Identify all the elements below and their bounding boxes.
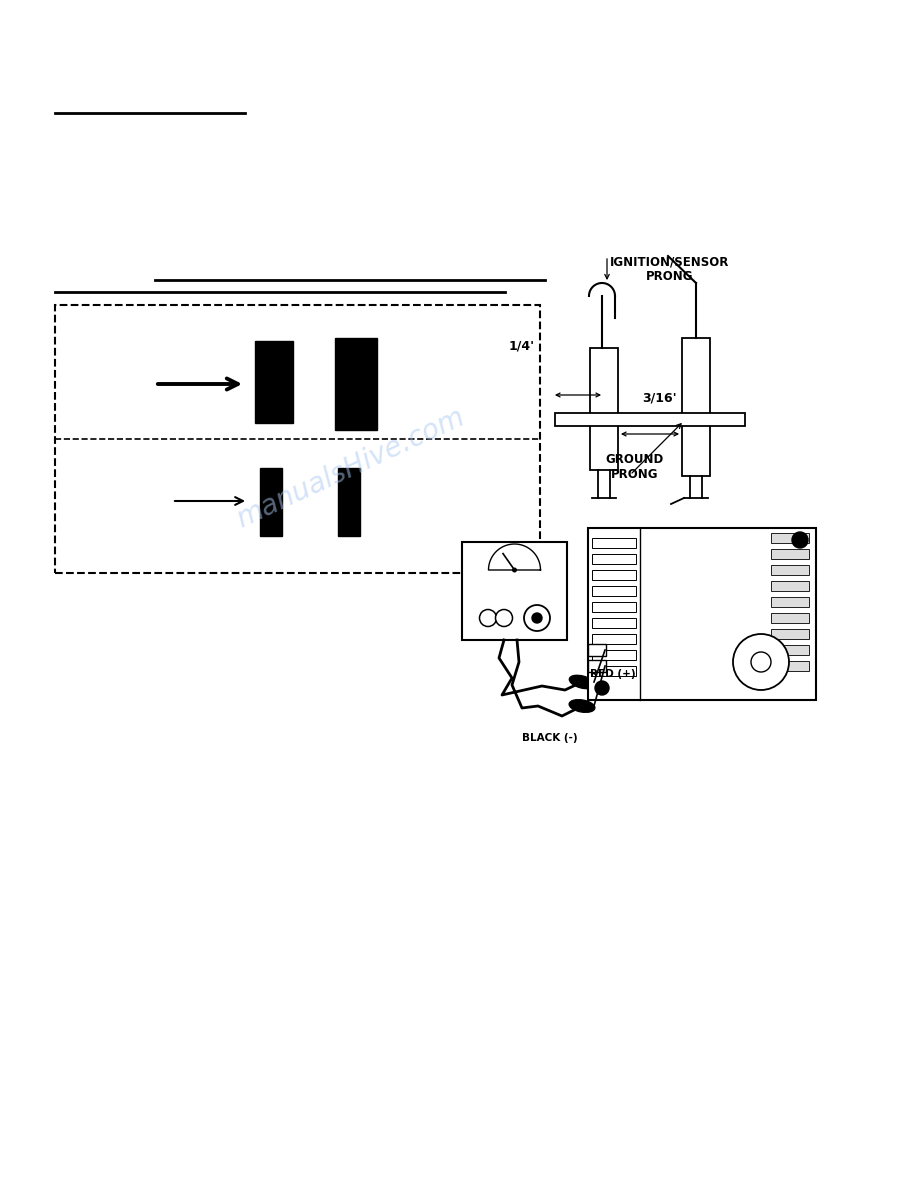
Circle shape <box>496 609 512 626</box>
Bar <box>592 650 636 661</box>
Ellipse shape <box>569 675 595 689</box>
Bar <box>771 549 809 560</box>
Bar <box>260 468 282 536</box>
Circle shape <box>751 652 771 672</box>
Circle shape <box>733 634 789 690</box>
Bar <box>588 661 606 672</box>
Circle shape <box>792 532 808 548</box>
Bar <box>771 628 809 639</box>
Text: BLACK (-): BLACK (-) <box>522 733 577 742</box>
Bar <box>255 341 293 423</box>
Bar <box>592 538 636 548</box>
Circle shape <box>595 681 609 695</box>
Bar <box>592 554 636 564</box>
Bar <box>592 666 636 676</box>
Bar <box>771 613 809 623</box>
Bar <box>335 339 377 430</box>
Bar <box>592 586 636 596</box>
Bar <box>771 661 809 671</box>
Text: 1/4': 1/4' <box>509 340 535 353</box>
Bar <box>592 634 636 644</box>
Text: RED (+): RED (+) <box>590 669 635 680</box>
Bar <box>771 581 809 590</box>
Text: manualsHive.com: manualsHive.com <box>231 403 468 533</box>
Circle shape <box>532 613 542 623</box>
Text: IGNITION/SENSOR
PRONG: IGNITION/SENSOR PRONG <box>610 255 730 283</box>
Bar <box>771 565 809 575</box>
Bar <box>555 413 745 426</box>
Bar <box>771 645 809 655</box>
Bar <box>592 618 636 628</box>
Bar <box>588 527 816 700</box>
Bar <box>55 305 540 573</box>
Bar <box>592 602 636 612</box>
Circle shape <box>512 568 516 571</box>
Bar <box>682 339 710 476</box>
Bar <box>588 644 606 656</box>
Bar <box>771 533 809 543</box>
Text: 3/16': 3/16' <box>642 392 677 404</box>
Circle shape <box>524 605 550 631</box>
Ellipse shape <box>569 700 595 713</box>
Text: GROUND
PRONG: GROUND PRONG <box>606 453 664 481</box>
Bar <box>771 598 809 607</box>
Bar <box>592 570 636 580</box>
Polygon shape <box>488 544 541 570</box>
Circle shape <box>479 609 497 626</box>
FancyBboxPatch shape <box>462 542 567 640</box>
Bar <box>338 468 360 536</box>
Bar <box>590 348 618 470</box>
